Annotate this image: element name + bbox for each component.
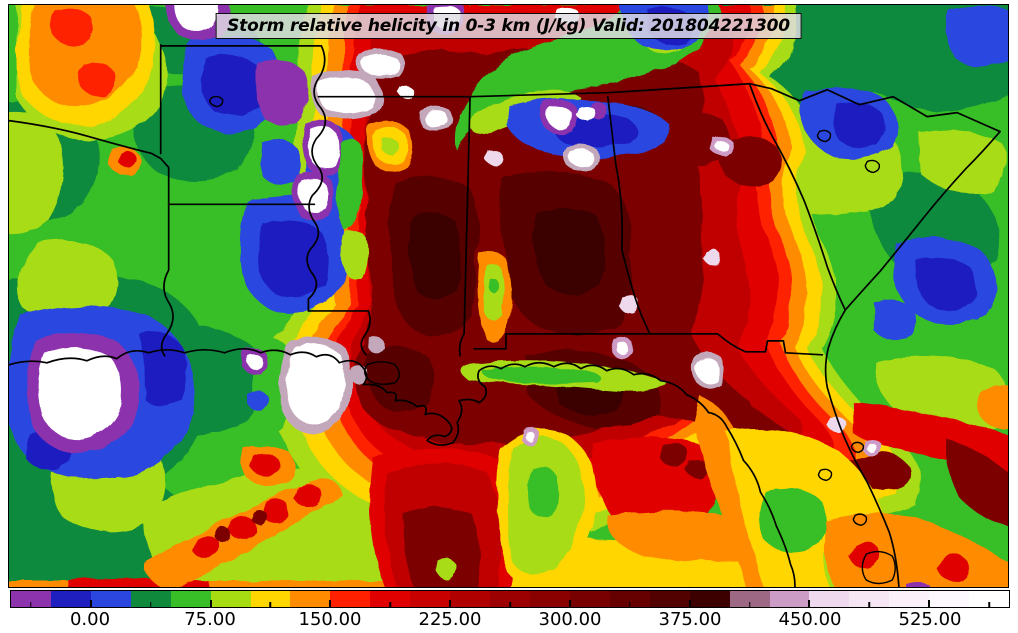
colorbar-segment [889, 591, 930, 607]
colorbar-segment [170, 591, 211, 607]
colorbar-tick-label: 150.00 [298, 609, 362, 630]
colorbar-segment [50, 591, 91, 607]
colorbar-tick-label: 0.00 [69, 609, 111, 630]
colorbar-tick-label: 225.00 [418, 609, 482, 630]
colorbar-segment [410, 591, 451, 607]
colorbar-major-tick [449, 600, 452, 607]
colorbar-segment [609, 591, 650, 607]
colorbar-minor-tick [988, 602, 990, 607]
colorbar-segment [529, 591, 570, 607]
colorbar-minor-tick [30, 602, 32, 607]
colorbar-major-tick [568, 600, 571, 607]
colorbar-major-tick [89, 600, 92, 607]
colorbar-minor-tick [748, 602, 751, 607]
colorbar-minor-tick [509, 602, 511, 607]
colorbar-tick-label: 300.00 [538, 609, 602, 630]
colorbar-major-tick [209, 600, 212, 607]
colorbar-tick-label: 75.00 [184, 609, 236, 630]
colorbar-segment [569, 591, 610, 607]
colorbar-segment [849, 591, 890, 607]
colorbar-segment [330, 591, 371, 607]
colorbar-labels: 0.00 75.00 150.00 225.00 300.00 375.00 450.00 5… [10, 609, 1010, 633]
plot-title: Storm relative helicity in 0-3 km (J/kg)… [227, 16, 790, 36]
colorbar-tick-label: 375.00 [658, 609, 722, 630]
colorbar-major-tick [808, 600, 811, 607]
colorbar-segment [490, 591, 530, 607]
colorbar-segment [11, 591, 51, 607]
colorbar-minor-tick [149, 602, 152, 607]
colorbar-segment [450, 591, 491, 607]
colorbar-segment [769, 591, 810, 607]
helicity-map [9, 5, 1008, 587]
state-borders [9, 44, 1001, 357]
colorbar-major-tick [329, 600, 332, 607]
coastlines [9, 130, 1001, 587]
colorbar-minor-tick [269, 602, 272, 607]
map-frame: Storm relative helicity in 0-3 km (J/kg)… [8, 4, 1009, 588]
colorbar-minor-tick [389, 602, 391, 607]
colorbar-segment [370, 591, 411, 607]
colorbar-segment [929, 591, 970, 607]
colorbar-segment [90, 591, 131, 607]
colorbar-minor-tick [629, 602, 631, 607]
colorbar-segment [290, 591, 331, 607]
colorbar-segment [649, 591, 690, 607]
plot-title-box: Storm relative helicity in 0-3 km (J/kg)… [215, 13, 802, 39]
colorbar-segment [729, 591, 770, 607]
colorbar-segment [689, 591, 730, 607]
colorbar-tick-label: 450.00 [778, 609, 842, 630]
lakes [208, 95, 896, 585]
colorbar-major-tick [688, 600, 691, 607]
colorbar-tick-label: 525.00 [898, 609, 962, 630]
colorbar-segment [969, 591, 1010, 607]
colorbar-segment [130, 591, 171, 607]
colorbar-segment [250, 591, 291, 607]
colorbar-segment [809, 591, 850, 607]
colorbar-major-tick [928, 600, 931, 607]
colorbar-segment [210, 591, 251, 607]
colorbar-minor-tick [868, 602, 871, 607]
colorbar [10, 590, 1010, 608]
